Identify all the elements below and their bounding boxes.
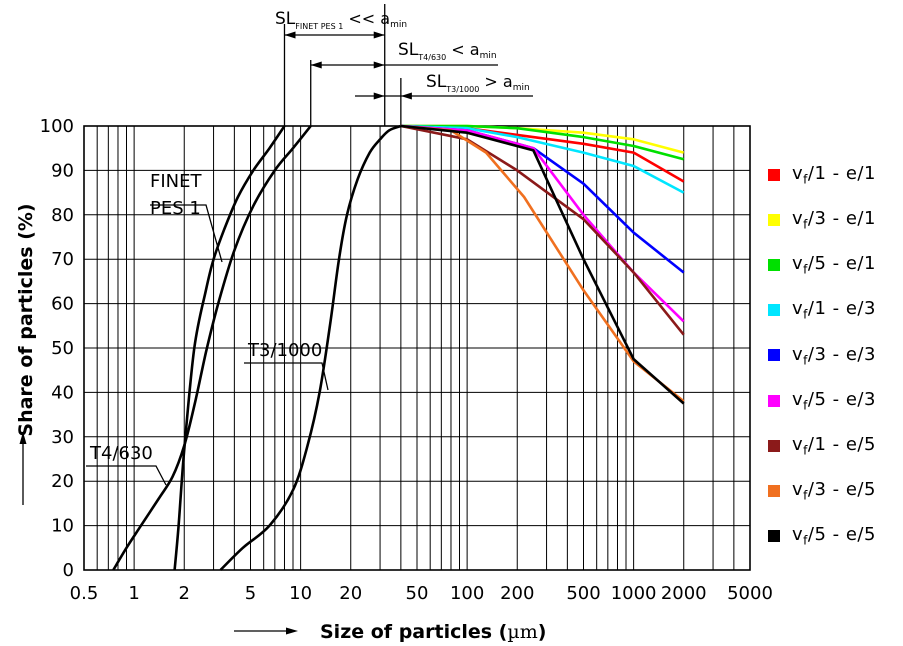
x-axis-label-prefix: Size of particles (	[320, 621, 507, 643]
legend-item-6: vf/5 - e/3	[768, 378, 903, 423]
x-tick-label: 20	[339, 583, 362, 604]
legend-item-1: vf/1 - e/1	[768, 152, 903, 197]
legend-swatch	[768, 439, 780, 452]
x-tick-label: 200	[500, 583, 534, 604]
legend-label: vf/3 - e/3	[792, 343, 876, 368]
y-tick-label: 80	[51, 205, 74, 226]
arrow-head	[310, 61, 322, 69]
x-axis-label: Size of particles (µm)	[320, 621, 546, 643]
dimension-marks: SLFINET PES 1 << amin SLT4/630 < amin SLT3…	[275, 4, 533, 126]
x-tick-label: 100	[450, 583, 484, 604]
x-tick-label: 50	[406, 583, 429, 604]
legend-label: vf/3 - e/1	[792, 207, 876, 232]
legend-label: vf/1 - e/1	[792, 162, 876, 187]
y-axis-title: Share of particles (%)	[15, 203, 37, 505]
x-tick-label: 2000	[661, 583, 707, 604]
legend-item-7: vf/1 - e/5	[768, 423, 903, 468]
x-tick-label: 1	[128, 583, 139, 604]
x-tick-label: 0.5	[70, 583, 99, 604]
series-line-7	[400, 124, 685, 336]
dimension-label-2: SLT4/630 < amin	[398, 40, 497, 62]
x-tick-label: 1000	[611, 583, 657, 604]
series-line-4	[400, 124, 685, 194]
legend-swatch	[768, 213, 780, 226]
legend-item-9: vf/5 - e/5	[768, 514, 903, 559]
legend-swatch	[768, 484, 780, 497]
curve-label-t3-1000: T3/1000	[247, 340, 322, 361]
y-tick-label: 40	[51, 382, 74, 403]
legend-swatch	[768, 168, 780, 181]
y-tick-label: 50	[51, 338, 74, 359]
y-tick-label: 90	[51, 160, 74, 181]
arrow-head	[373, 61, 385, 69]
y-axis-label: Share of particles (%)	[15, 203, 37, 436]
arrow-head	[373, 92, 385, 100]
arrow-head	[400, 92, 412, 100]
legend-label: vf/3 - e/5	[792, 479, 876, 503]
x-axis-label-suffix: )	[538, 621, 547, 643]
legend: vf/1 - e/1 vf/3 - e/1 vf/5 - e/1 vf/1 - e/3…	[768, 152, 903, 559]
legend-item-4: vf/1 - e/3	[768, 288, 903, 333]
y-tick-labels: 0 10 20 30 40 50 60 70 80 90 100	[40, 116, 74, 581]
curve-label-finet-line-1: FINET	[150, 171, 203, 192]
curve-3	[219, 124, 402, 571]
legend-label: vf/5 - e/1	[792, 253, 876, 277]
legend-label: vf/5 - e/3	[792, 388, 876, 413]
dimension-label-3: SLT3/1000 > amin	[426, 72, 530, 94]
legend-item-3: vf/5 - e/1	[768, 242, 903, 287]
black-curves	[112, 124, 402, 571]
legend-label: vf/1 - e/3	[792, 298, 876, 322]
leader-t3-1000	[244, 362, 329, 391]
legend-item-5: vf/3 - e/3	[768, 333, 903, 378]
legend-swatch	[768, 349, 780, 362]
series-line-9	[400, 124, 685, 405]
curve-label-finet-line-2: PES 1	[150, 198, 201, 219]
colored-series	[400, 124, 685, 405]
legend-swatch	[768, 258, 780, 271]
curve-label-t4-630: T4/630	[89, 443, 153, 464]
legend-item-8: vf/3 - e/5	[768, 468, 903, 513]
x-axis-label-unit: µm	[507, 621, 537, 643]
y-tick-label: 30	[51, 427, 74, 448]
legend-label: vf/5 - e/5	[792, 524, 876, 548]
x-tick-label: 5000	[727, 583, 773, 604]
series-line-3	[400, 124, 685, 161]
x-tick-label: 2	[179, 583, 190, 604]
y-tick-label: 60	[51, 294, 74, 315]
x-tick-label: 500	[566, 583, 600, 604]
curve-1	[173, 125, 286, 571]
y-tick-label: 70	[51, 249, 74, 270]
x-tick-labels: 0.5 1 2 5 10 20 50 100 200 500 1000 2000 5000	[70, 583, 773, 604]
y-tick-label: 0	[63, 560, 74, 581]
legend-swatch	[768, 530, 780, 543]
x-axis-title: Size of particles (µm)	[234, 621, 546, 643]
legend-swatch	[768, 304, 780, 317]
x-tick-label: 5	[245, 583, 256, 604]
y-tick-label: 10	[51, 516, 74, 537]
leader-finet	[150, 204, 223, 263]
legend-swatch	[768, 394, 780, 407]
y-tick-label: 100	[40, 116, 74, 137]
curve-2	[112, 125, 312, 571]
curve-labels: FINET PES 1 T3/1000 T4/630	[86, 171, 329, 486]
y-tick-label: 20	[51, 471, 74, 492]
arrow-head	[373, 31, 385, 39]
arrow-head	[284, 31, 296, 39]
legend-label: vf/1 - e/5	[792, 433, 876, 458]
leader-t4-630	[86, 465, 167, 486]
grid	[83, 125, 751, 571]
legend-item-2: vf/3 - e/1	[768, 197, 903, 242]
dimension-label-1: SLFINET PES 1 << amin	[275, 9, 407, 31]
x-tick-label: 10	[289, 583, 312, 604]
